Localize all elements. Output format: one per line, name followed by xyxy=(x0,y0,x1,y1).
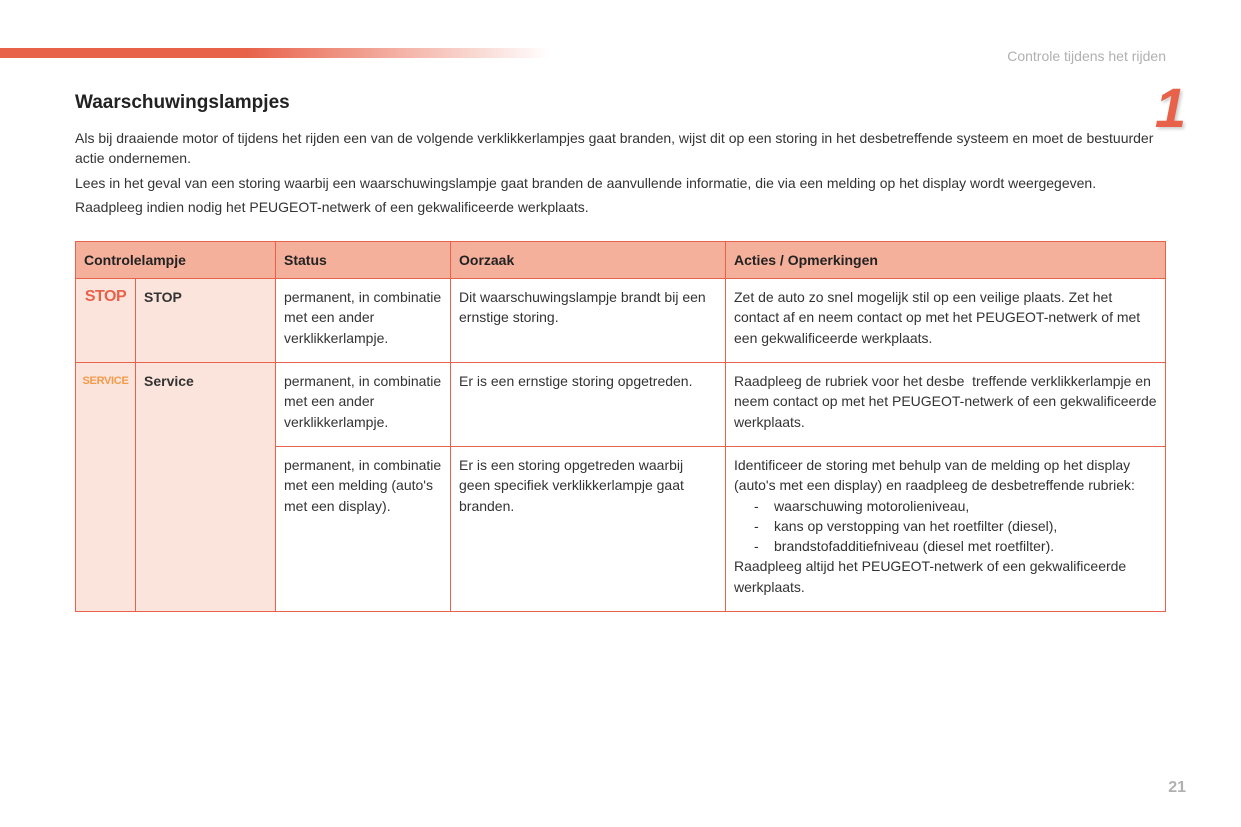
action-cell: Raadpleeg de rubriek voor het desbe tref… xyxy=(726,363,1166,447)
list-item: brandstofadditiefniveau (diesel met roet… xyxy=(744,536,1157,556)
action-cell: Identificeer de storing met behulp van d… xyxy=(726,446,1166,611)
lamp-icon-cell: SERVICE xyxy=(76,363,136,612)
action-pre: Identificeer de storing met behulp van d… xyxy=(734,455,1157,496)
table-header-row: Controlelampje Status Oorzaak Acties / O… xyxy=(76,242,1166,279)
cause-cell: Er is een ernstige storing opgetreden. xyxy=(451,363,726,447)
intro-block: Als bij draaiende motor of tijdens het r… xyxy=(75,128,1166,217)
warning-lights-table: Controlelampje Status Oorzaak Acties / O… xyxy=(75,241,1166,612)
section-label: Controle tijdens het rijden xyxy=(1007,48,1166,64)
action-post: Raadpleeg altijd het PEUGEOT-netwerk of … xyxy=(734,556,1157,597)
status-cell: permanent, in combinatie met een melding… xyxy=(276,446,451,611)
table-header: Oorzaak xyxy=(451,242,726,279)
table-header: Controlelampje xyxy=(76,242,276,279)
page-title: Waarschuwingslampjes xyxy=(75,92,1166,114)
intro-paragraph: Lees in het geval van een storing waarbi… xyxy=(75,173,1166,193)
lamp-label: STOP xyxy=(136,279,276,363)
service-icon: SERVICE xyxy=(83,375,129,387)
table-header: Acties / Opmerkingen xyxy=(726,242,1166,279)
cause-cell: Er is een storing opgetreden waarbij gee… xyxy=(451,446,726,611)
table-header: Status xyxy=(276,242,451,279)
status-cell: permanent, in combinatie met een ander v… xyxy=(276,363,451,447)
intro-paragraph: Raadpleeg indien nodig het PEUGEOT-netwe… xyxy=(75,197,1166,217)
intro-paragraph: Als bij draaiende motor of tijdens het r… xyxy=(75,128,1166,169)
page-number: 21 xyxy=(1168,779,1186,797)
lamp-icon-cell: STOP xyxy=(76,279,136,363)
stop-icon: STOP xyxy=(85,288,126,305)
status-cell: permanent, in combinatie met een ander v… xyxy=(276,279,451,363)
action-list: waarschuwing motorolieniveau, kans op ve… xyxy=(734,496,1157,557)
lamp-label: Service xyxy=(136,363,276,612)
action-cell: Zet de auto zo snel mogelijk stil op een… xyxy=(726,279,1166,363)
main-content: Waarschuwingslampjes Als bij draaiende m… xyxy=(75,92,1166,612)
top-accent-bar xyxy=(0,48,550,58)
table-row: STOP STOP permanent, in combinatie met e… xyxy=(76,279,1166,363)
table-row: SERVICE Service permanent, in combinatie… xyxy=(76,363,1166,447)
list-item: kans op verstopping van het roetfilter (… xyxy=(744,516,1157,536)
cause-cell: Dit waarschuwingslampje brandt bij een e… xyxy=(451,279,726,363)
list-item: waarschuwing motorolieniveau, xyxy=(744,496,1157,516)
